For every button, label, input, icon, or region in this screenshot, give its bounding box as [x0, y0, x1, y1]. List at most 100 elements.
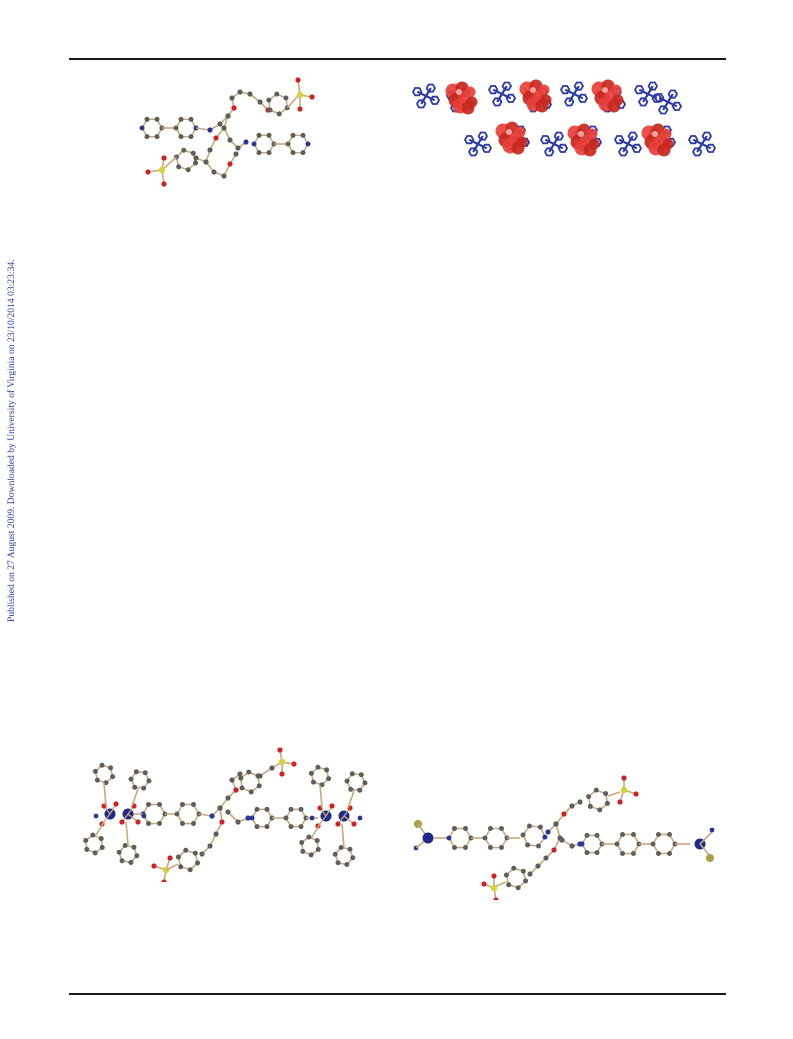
ring-atom — [335, 860, 341, 866]
framework-ring — [491, 97, 503, 107]
framework-ring — [467, 147, 479, 157]
framework-ring — [477, 131, 489, 141]
atom — [221, 173, 227, 179]
oxygen-atom — [351, 821, 357, 827]
oxygen-atom — [151, 863, 157, 869]
atom — [225, 113, 231, 119]
ring-atom — [191, 821, 196, 827]
framework-bond — [544, 138, 555, 145]
atom — [569, 803, 575, 809]
spacefill-highlight — [578, 131, 584, 137]
framework-ring — [543, 147, 555, 157]
ring-atom — [499, 825, 504, 831]
bond — [95, 821, 105, 836]
framework-bond — [627, 143, 638, 150]
ring-atom — [134, 853, 140, 859]
oxygen-atom — [621, 775, 627, 781]
ring-atom — [520, 868, 526, 874]
ring-atom — [631, 831, 636, 837]
ring-atom — [488, 825, 493, 831]
framework-ring — [671, 101, 683, 111]
framework-ring — [463, 135, 475, 145]
ring-atom — [525, 842, 531, 848]
nitrogen-atom — [709, 827, 715, 833]
atom — [207, 843, 213, 849]
nitrogen-atom — [309, 815, 315, 821]
bond — [311, 823, 321, 838]
ring-atom — [344, 862, 350, 868]
ring-atom — [173, 125, 179, 131]
atom — [257, 99, 263, 105]
oxygen-atom — [491, 873, 497, 879]
framework-bond — [618, 138, 629, 145]
ring-atom — [142, 770, 148, 776]
ring-atom — [288, 806, 294, 812]
framework-bond — [492, 88, 503, 95]
framework-ring — [647, 81, 659, 91]
ring-atom — [344, 778, 350, 784]
sulfur-atom — [490, 884, 498, 892]
atom — [233, 151, 239, 157]
ring-atom — [90, 832, 96, 838]
atom — [235, 145, 241, 151]
ring-atom — [154, 116, 160, 122]
framework-ring — [429, 95, 441, 105]
atom — [257, 773, 263, 779]
ring-atom — [256, 150, 262, 156]
atom — [235, 819, 241, 825]
ring-atom — [154, 134, 160, 140]
ring-atom — [192, 850, 198, 856]
ring-atom — [299, 839, 305, 845]
atom — [213, 135, 219, 141]
molecule-drawing — [139, 77, 315, 187]
ring-atom — [362, 780, 368, 786]
ring-atom — [537, 824, 543, 830]
ring-atom — [254, 824, 260, 830]
ring-atom — [620, 831, 625, 837]
ring-atom — [157, 821, 162, 827]
framework-ring — [631, 143, 643, 153]
spacefill-atom — [535, 99, 549, 113]
ring-atom — [178, 864, 184, 870]
ring-atom — [178, 134, 184, 140]
oxygen-atom — [309, 94, 315, 100]
atom — [237, 771, 243, 777]
ring-atom — [180, 801, 185, 807]
ring-atom — [191, 801, 196, 807]
framework-ring — [559, 85, 571, 95]
ring-atom — [594, 850, 600, 856]
ring-atom — [488, 845, 493, 851]
ring-atom — [283, 95, 289, 101]
spacefill-highlight — [456, 89, 462, 95]
framework-ring — [481, 143, 493, 153]
framework-bond — [667, 101, 678, 108]
atom — [217, 805, 223, 811]
oxygen-atom — [167, 855, 173, 861]
figure-molecule-structure — [120, 68, 340, 198]
sulfur-atom — [620, 786, 628, 794]
oxygen-atom — [119, 819, 125, 825]
ring-atom — [506, 882, 512, 888]
framework-bond — [701, 143, 712, 150]
ring-atom — [656, 851, 661, 857]
oxygen-atom — [617, 799, 623, 805]
ring-atom — [298, 824, 304, 830]
ring-atom — [452, 825, 457, 831]
framework-bond — [564, 88, 575, 95]
ring-atom — [274, 91, 280, 97]
ring-atom — [300, 150, 306, 156]
ring-atom — [133, 769, 139, 775]
ring-atom — [288, 824, 294, 830]
oxygen-atom — [493, 897, 499, 900]
nitrogen-atom — [141, 813, 147, 819]
framework-ring — [637, 97, 649, 107]
ring-atom — [511, 865, 517, 871]
oxygen-atom — [277, 747, 283, 753]
ring-atom — [178, 116, 184, 122]
atom — [233, 787, 239, 793]
bond — [286, 95, 299, 109]
atom — [577, 799, 583, 805]
ring-atom — [306, 834, 312, 840]
bond — [699, 843, 711, 857]
ring-atom — [193, 160, 199, 166]
